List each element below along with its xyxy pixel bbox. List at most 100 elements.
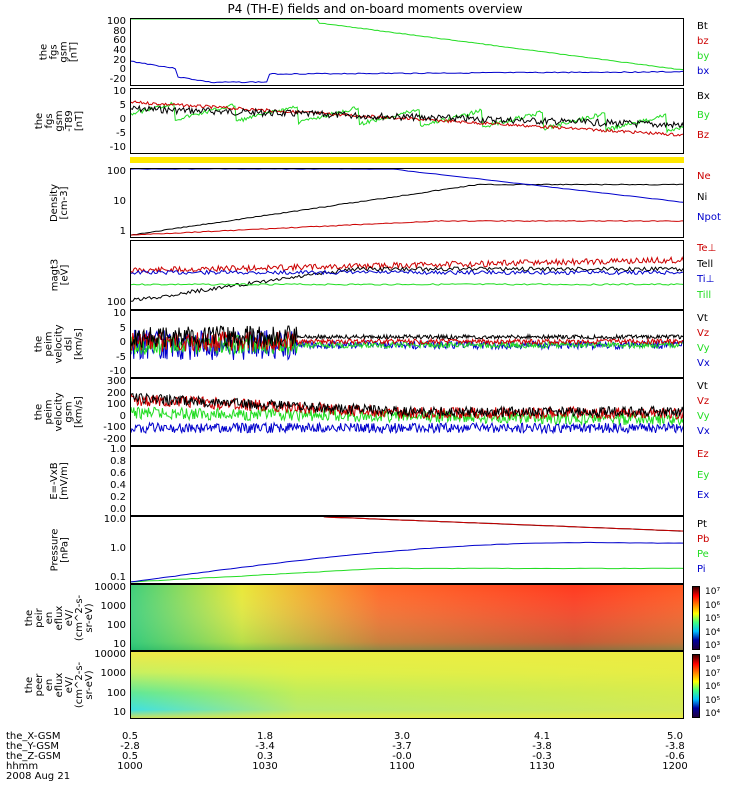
- panel-2-svg: [131, 100, 683, 137]
- ylabel-text: Density [cm-3]: [49, 183, 70, 223]
- y-tick-label: 0: [119, 337, 126, 348]
- legend-entry: Pt: [697, 519, 707, 530]
- legend-entry: Ti⊥: [697, 274, 715, 285]
- footer-value: 0.5: [122, 731, 138, 742]
- footer-date: 2008 Aug 21: [6, 771, 71, 782]
- panel-7-svg: [131, 447, 684, 516]
- legend-entry: Vy: [697, 411, 710, 422]
- footer-value: -0.0: [392, 751, 412, 762]
- footer-row-label: the_Y-GSM: [6, 741, 60, 752]
- series-Pt: [323, 517, 683, 532]
- footer-value: -0.3: [532, 751, 552, 762]
- series-by: [131, 19, 683, 71]
- footer-value: 3.0: [394, 731, 410, 742]
- figure-title: P4 (TH-E) fields and on-board moments ov…: [227, 2, 523, 16]
- panel-4-svg: [131, 256, 683, 302]
- panel-6-svg: [131, 392, 683, 435]
- y-tick-label: 100: [106, 687, 126, 699]
- legend-entry: Vt: [697, 313, 708, 324]
- y-tick-label: 300: [106, 376, 126, 387]
- legend-entry: bx: [697, 66, 710, 77]
- y-tick-label: 100: [106, 16, 126, 27]
- series-Bx: [131, 104, 683, 129]
- series-Vz: [131, 331, 683, 352]
- panel-10-svg: [131, 652, 683, 718]
- legend-entry: Vx: [697, 358, 710, 369]
- panel-8-svg: [131, 517, 683, 583]
- y-tick-label: 20: [113, 54, 126, 66]
- footer-row-label: the_Z-GSM: [6, 751, 61, 762]
- footer-value: 1100: [389, 761, 415, 772]
- colorbar-label: 10⁴: [705, 709, 721, 719]
- footer-value: -3.8: [665, 741, 685, 752]
- footer-value: -0.6: [665, 751, 685, 762]
- series-Npot: [131, 169, 683, 203]
- electron-spectrogram-shade: [131, 652, 683, 718]
- y-tick-label: 0.6: [110, 468, 126, 479]
- footer-value: 1000: [117, 761, 143, 772]
- ylabel-text: Pressure [nPa]: [48, 528, 70, 572]
- footer-value: 0.3: [257, 751, 273, 762]
- footer-value: 4.1: [534, 731, 550, 742]
- y-tick-label: 10000: [94, 649, 126, 660]
- y-tick-label: 1: [119, 226, 126, 237]
- legend-entry: Tell: [697, 258, 714, 270]
- series-Te-perp: [131, 256, 683, 274]
- y-tick-label: 0: [119, 410, 126, 422]
- y-tick-label: -10: [109, 142, 126, 153]
- footer-row-label: hhmm: [6, 761, 39, 772]
- legend-entry: Vz: [697, 396, 710, 407]
- panel-9-svg: [131, 585, 683, 650]
- legend-entry: Ey: [697, 469, 710, 481]
- y-tick-label: 0: [119, 64, 126, 76]
- y-tick-label: 10: [113, 308, 126, 319]
- ion-spectrogram-shade: [131, 585, 683, 650]
- y-tick-label: 1000: [100, 601, 126, 612]
- y-tick-label: -100: [103, 422, 126, 434]
- series-By: [131, 101, 683, 134]
- footer-value: -3.4: [255, 741, 275, 752]
- series-Vy: [131, 333, 683, 356]
- legend-entry: Pe: [697, 549, 709, 560]
- ylabel-text: the peim velocity dsl [km/s]: [34, 324, 85, 364]
- legend-entry: Till: [697, 289, 712, 301]
- y-tick-label: 0: [119, 114, 126, 125]
- series-Bz: [131, 100, 683, 137]
- legend-entry: Ne: [697, 171, 711, 182]
- legend-entry: Vz: [697, 328, 710, 339]
- colorbar: [692, 654, 700, 718]
- panel-3-svg: [131, 169, 683, 236]
- series-Pb: [323, 517, 683, 532]
- y-tick-label: -10: [109, 366, 126, 377]
- legend-entry: Pi: [697, 564, 706, 575]
- colorbar: [692, 586, 700, 650]
- panel-9-plot: [130, 584, 684, 651]
- legend-entry: Ex: [697, 490, 710, 502]
- series-Pi: [131, 541, 683, 583]
- footer-value: 0.5: [122, 751, 138, 762]
- y-tick-label: 5: [119, 100, 126, 111]
- panel-2-plot: [130, 88, 684, 154]
- legend-entry: Bt: [697, 21, 708, 32]
- y-tick-label: 0.0: [110, 504, 126, 515]
- legend-entry: by: [697, 51, 710, 62]
- legend-entry: Pb: [697, 534, 710, 545]
- series-Ne: [131, 220, 683, 236]
- ylabel-text: the peer en eflux eV/ (cm^2-s- sr-eV): [24, 661, 95, 709]
- y-tick-label: -20: [109, 74, 126, 85]
- y-tick-label: 100: [106, 297, 126, 308]
- colorbar-label: 10⁶: [705, 600, 721, 611]
- y-tick-label: 40: [113, 45, 126, 56]
- legend-entry: Ez: [697, 449, 709, 460]
- y-tick-label: 0.8: [110, 456, 126, 467]
- legend-entry: bz: [697, 36, 709, 47]
- y-tick-label: 100: [106, 620, 126, 631]
- footer-value: -2.8: [120, 741, 140, 752]
- ylabel-text: the peim velocity gsm [km/s]: [34, 392, 85, 432]
- series-Ni: [131, 183, 683, 236]
- y-tick-label: 60: [113, 35, 126, 47]
- series-bx: [131, 60, 683, 84]
- footer-value: -3.7: [392, 741, 412, 752]
- ylabel-text: E=-VxB [mV/m]: [49, 462, 70, 500]
- y-tick-label: 1000: [100, 668, 126, 680]
